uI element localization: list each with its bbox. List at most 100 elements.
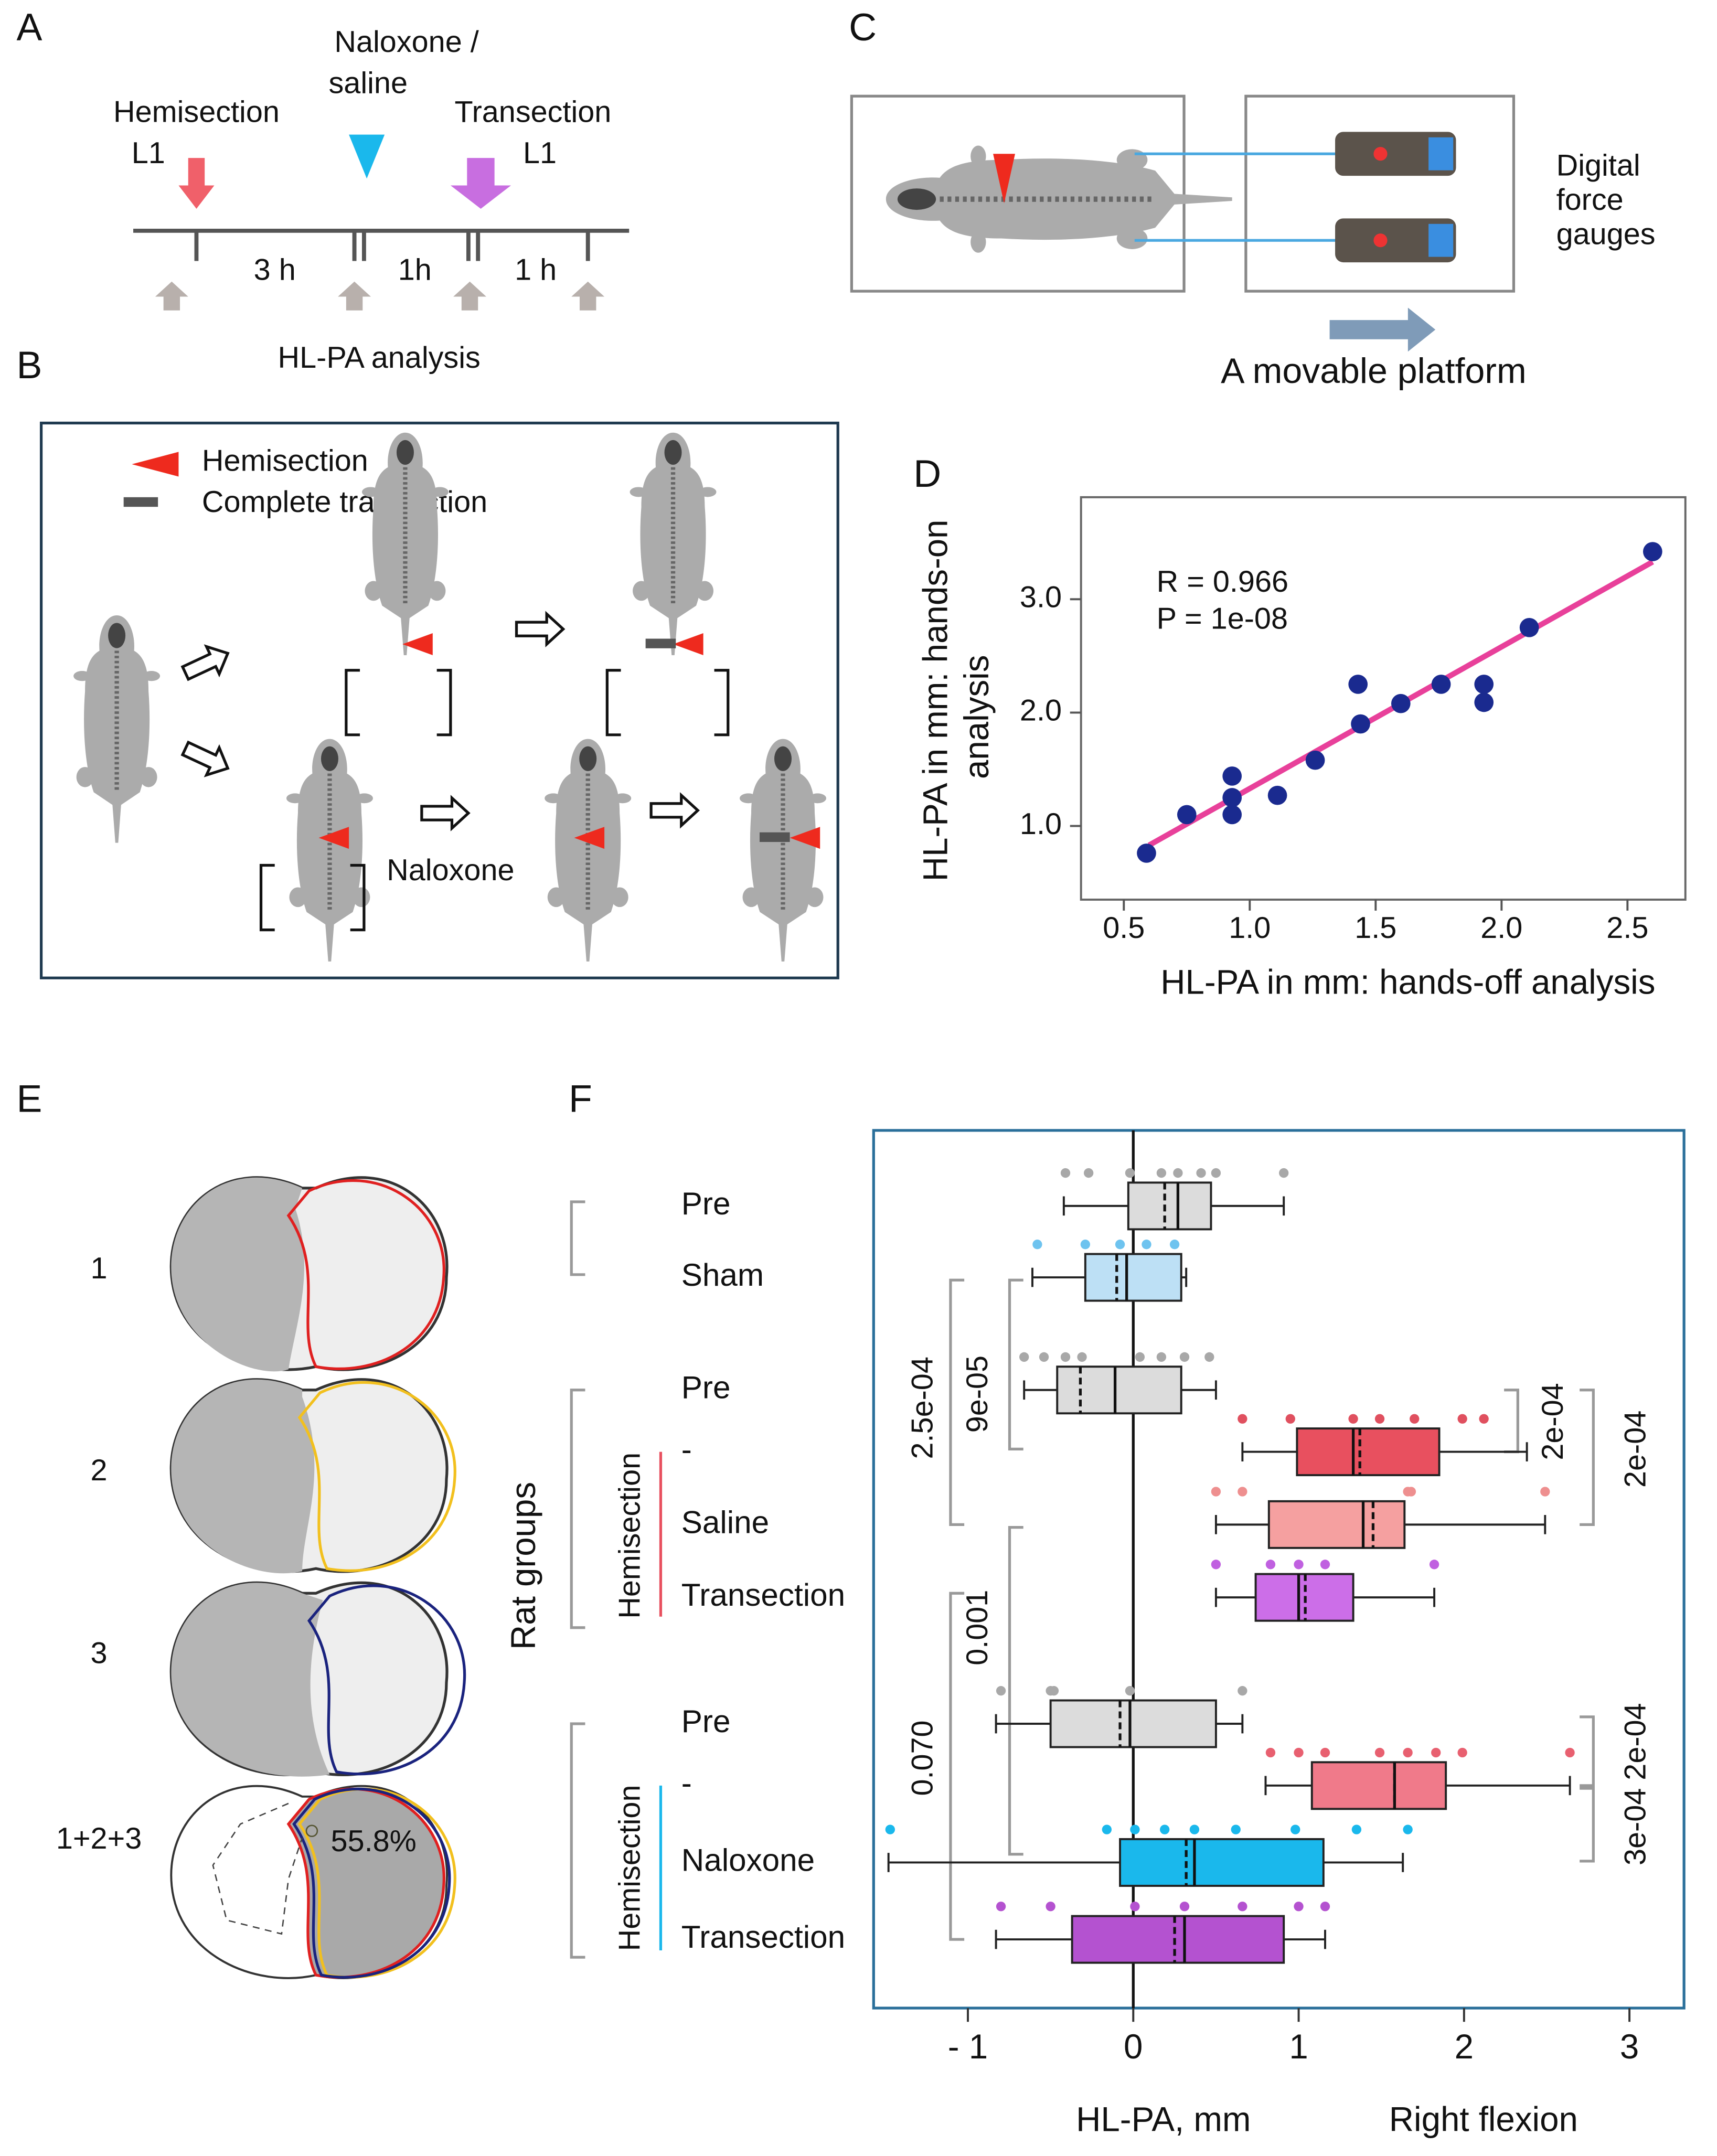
point	[1125, 1686, 1135, 1696]
legend-marker	[132, 452, 179, 477]
category-label: Naloxone	[681, 1842, 815, 1877]
point	[1135, 1352, 1145, 1362]
arrow	[450, 158, 511, 209]
point	[1374, 1414, 1385, 1424]
point	[1173, 1168, 1183, 1178]
frame	[39, 421, 839, 979]
point	[1320, 1560, 1330, 1570]
category-label: Saline	[681, 1504, 769, 1540]
point	[1565, 1747, 1575, 1758]
point	[1177, 805, 1197, 825]
x-tick-label: 2	[1455, 2027, 1474, 2066]
arrow	[1329, 307, 1436, 352]
label: force	[1556, 183, 1624, 217]
x-tick-label: 1.0	[1229, 911, 1271, 945]
point	[1351, 714, 1370, 734]
frame	[1244, 94, 1516, 293]
annotation: R = 0.966	[1157, 565, 1288, 599]
label: 3	[91, 1636, 108, 1670]
point	[1179, 1902, 1190, 1912]
point	[1102, 1824, 1112, 1834]
x-tick-label: - 1	[948, 2027, 988, 2066]
label: L1	[523, 136, 557, 170]
point	[1391, 693, 1411, 713]
point	[1474, 675, 1494, 694]
gauges	[1335, 132, 1456, 263]
brackets	[259, 669, 730, 932]
point	[1160, 1824, 1170, 1834]
point	[996, 1686, 1006, 1696]
point	[1137, 844, 1156, 863]
label: 55.8%	[331, 1824, 417, 1858]
point	[1265, 1560, 1276, 1570]
label: Digital	[1556, 149, 1640, 183]
point	[1231, 1824, 1241, 1834]
point	[1060, 1168, 1071, 1178]
x-tick-label: 1	[1289, 2027, 1308, 2066]
label: HL-PA analysis	[278, 341, 481, 375]
hemisection-marker	[993, 154, 1015, 204]
point	[1320, 1747, 1330, 1758]
point	[1351, 1824, 1362, 1834]
plot-frame	[872, 1129, 1686, 2010]
point	[885, 1824, 895, 1834]
y-axis-label: HL-PA in mm: hands-on	[916, 519, 955, 881]
panel-letter: F	[569, 1077, 592, 1120]
point	[1204, 1352, 1214, 1362]
point	[1429, 1560, 1439, 1570]
box	[1084, 1253, 1182, 1302]
point	[1189, 1824, 1200, 1834]
point	[1294, 1902, 1304, 1912]
point	[1540, 1487, 1550, 1497]
point	[1060, 1352, 1071, 1362]
label: Transection	[455, 95, 612, 129]
panel-a: A Hemisection L1 Naloxone / saline Trans…	[16, 6, 630, 375]
p-value: 0.070	[905, 1720, 939, 1796]
interval: 3 h	[254, 253, 296, 287]
x-tick-label: 0	[1124, 2027, 1143, 2066]
point	[1156, 1352, 1167, 1362]
point	[1039, 1352, 1049, 1362]
box	[1071, 1915, 1285, 1964]
point	[1211, 1168, 1221, 1178]
category-label: -	[681, 1765, 692, 1801]
point	[1196, 1168, 1206, 1178]
category-label: Sham	[681, 1257, 764, 1293]
point	[1519, 618, 1539, 637]
timeline-ticks	[194, 230, 590, 261]
panel-d: D R = 0.966 P = 1e-08 HL-PA in mm: hands…	[913, 452, 1687, 1001]
transection-marker	[759, 832, 790, 842]
point	[1474, 692, 1494, 712]
label: 1+2+3	[56, 1822, 142, 1855]
point	[1643, 542, 1662, 561]
label: Naloxone /	[334, 25, 478, 59]
box	[1310, 1761, 1447, 1810]
x-tick-label: 2.5	[1606, 911, 1648, 945]
label: gauges	[1556, 218, 1656, 251]
label: 1	[91, 1252, 108, 1285]
panel-letter: D	[913, 452, 941, 495]
point	[1238, 1686, 1247, 1696]
point	[1222, 805, 1242, 825]
point	[1238, 1414, 1247, 1424]
label: saline	[329, 67, 408, 100]
point	[1169, 1240, 1180, 1250]
point	[1348, 1414, 1358, 1424]
point	[1431, 1747, 1441, 1758]
label: L1	[132, 136, 165, 170]
point	[1211, 1487, 1221, 1497]
category-label: Pre	[681, 1703, 731, 1739]
label: Naloxone	[387, 853, 514, 887]
box	[1056, 1365, 1182, 1415]
x-tick-label: 0.5	[1103, 911, 1145, 945]
x-tick-label: 2.0	[1480, 911, 1522, 945]
p-value: 3e-04	[1618, 1788, 1652, 1865]
point	[1077, 1352, 1087, 1362]
x-axis-label: HL-PA, mm	[1076, 2100, 1251, 2139]
p-value: 0.001	[961, 1590, 994, 1666]
interval: 1h	[398, 253, 432, 287]
interval: 1 h	[515, 253, 557, 287]
point	[1156, 1168, 1167, 1178]
group-label: Hemisection	[613, 1453, 647, 1619]
x-axis-label: HL-PA in mm: hands-off analysis	[1160, 963, 1655, 1001]
